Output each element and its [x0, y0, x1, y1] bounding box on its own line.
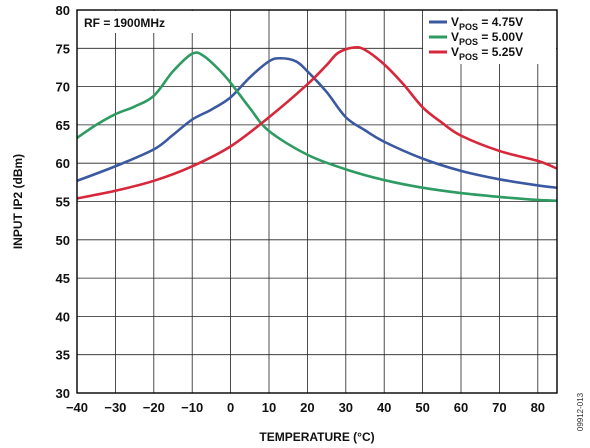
x-tick-label: 20 [300, 400, 314, 415]
data-curves [77, 45, 557, 203]
series-line-3 [77, 45, 557, 200]
legend-label-1: VPOS = 4.75V [451, 15, 523, 32]
y-tick-label: 35 [56, 348, 70, 363]
figure-id: 09912-013 [576, 392, 585, 431]
x-tick-label: 60 [454, 400, 468, 415]
y-tick-label: 50 [56, 233, 70, 248]
x-tick-label: 0 [227, 400, 234, 415]
x-tick-label: −10 [181, 400, 203, 415]
x-tick-label: 80 [531, 400, 545, 415]
legend-label-2: VPOS = 5.00V [451, 30, 523, 47]
x-axis-title: TEMPERATURE (°C) [259, 430, 374, 444]
y-tick-label: 45 [56, 271, 70, 286]
y-axis-title: INPUT IP2 (dBm) [11, 154, 25, 249]
x-tick-label: 30 [339, 400, 353, 415]
x-tick-label: −40 [66, 400, 88, 415]
series-line-2 [77, 51, 557, 203]
y-tick-labels: 30 35 40 45 50 55 60 65 70 75 80 [56, 3, 70, 401]
y-tick-label: 70 [56, 80, 70, 95]
y-tick-label: 75 [56, 41, 70, 56]
y-tick-label: 65 [56, 118, 70, 133]
y-tick-label: 55 [56, 195, 70, 210]
x-tick-label: −20 [143, 400, 165, 415]
x-tick-label: 50 [415, 400, 429, 415]
y-tick-label: 60 [56, 156, 70, 171]
annotation-background [78, 11, 194, 33]
y-tick-label: 30 [56, 386, 70, 401]
x-tick-label: −30 [104, 400, 126, 415]
series-line-1 [77, 56, 557, 190]
y-tick-label: 80 [56, 3, 70, 18]
annotation-text: RF = 1900MHz [84, 16, 165, 30]
y-tick-label: 40 [56, 309, 70, 324]
x-tick-label: 10 [262, 400, 276, 415]
annotation-box: RF = 1900MHz [78, 11, 194, 33]
legend-label-3: VPOS = 5.25V [451, 45, 523, 62]
x-tick-label: 70 [492, 400, 506, 415]
plot-frame [76, 9, 558, 394]
x-tick-label: 40 [377, 400, 391, 415]
x-tick-labels: −40 −30 −20 −10 0 10 20 30 40 50 60 70 80 [66, 400, 545, 415]
